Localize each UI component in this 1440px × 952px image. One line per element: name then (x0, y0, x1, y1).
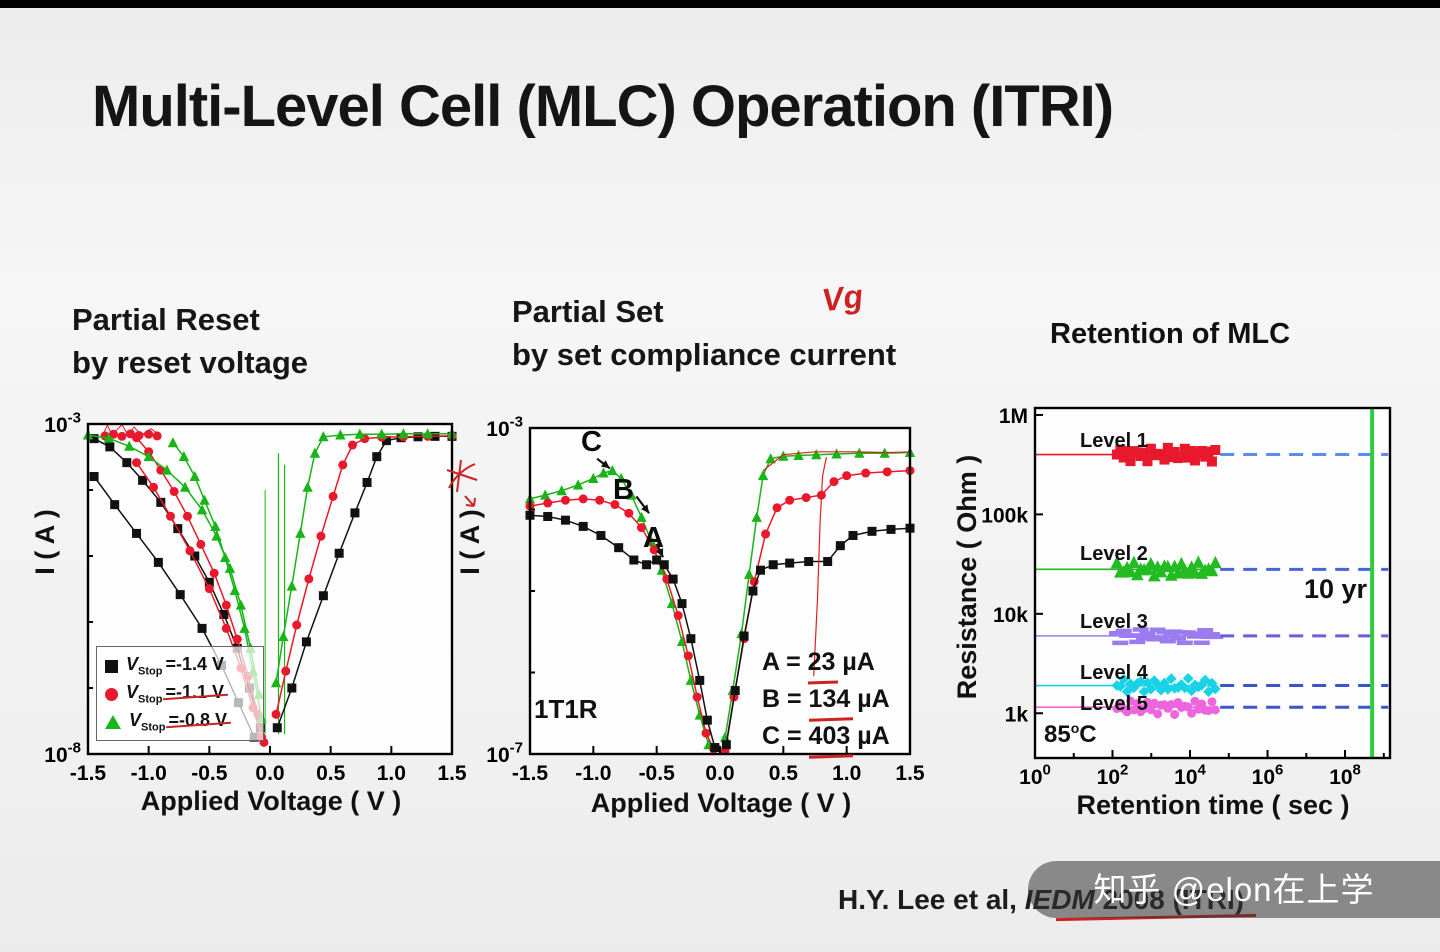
reset-voltage-legend: VStop =-1.4 V VStop =-1.1 V VStop =-0.8 V (96, 646, 264, 741)
svg-text:-0.5: -0.5 (639, 762, 676, 785)
partial-reset-subtitle: Partial Reset by reset voltage (72, 298, 308, 384)
svg-text:108: 108 (1329, 762, 1361, 790)
legend-text: VStop =-1.1 V (126, 682, 225, 706)
curve-label-b: B (613, 474, 634, 506)
top-black-bar (0, 0, 1440, 8)
red-circle-marker-icon (105, 687, 118, 701)
level-5-label: Level 5 (1080, 693, 1148, 715)
partial-reset-subtitle-line2: by reset voltage (72, 345, 309, 380)
partial-reset-chart: -1.5 -1.0 -0.5 0.0 0.5 1.0 1.5 10-3 10-8 (44, 410, 467, 786)
legend-text: VStop =-0.8 V (129, 710, 228, 734)
partial-reset-yaxis-label: I ( A ) (30, 509, 60, 575)
legend-row-vstop-1-1: VStop =-1.1 V (105, 680, 257, 708)
svg-text:1k: 1k (1005, 703, 1029, 726)
partial-reset-subtitle-line1: Partial Reset (72, 302, 260, 337)
compliance-row-a: A = 23 µA (762, 644, 890, 681)
svg-text:10-7: 10-7 (486, 740, 523, 768)
svg-text:1.5: 1.5 (895, 762, 925, 785)
watermark: 知乎 @elon在上学 (1028, 861, 1440, 918)
curve-label-c: C (581, 426, 602, 458)
partial-set-subtitle-line1: Partial Set (512, 294, 664, 329)
slide-title: Multi-Level Cell (MLC) Operation (ITRI) (92, 73, 1114, 139)
level-1-label: Level 1 (1080, 430, 1148, 452)
svg-text:10-3: 10-3 (44, 410, 81, 438)
green-triangle-marker-icon (105, 715, 121, 729)
compliance-row-c: C = 403 µA (762, 718, 890, 755)
svg-text:-1.0: -1.0 (131, 762, 167, 785)
svg-text:1.5: 1.5 (437, 762, 467, 785)
svg-text:10k: 10k (993, 604, 1028, 627)
svg-text:1M: 1M (999, 405, 1028, 428)
svg-text:0.5: 0.5 (769, 762, 799, 785)
svg-text:-0.5: -0.5 (191, 762, 228, 785)
ten-year-label: 10 yr (1304, 574, 1368, 604)
retention-xaxis-label: Retention time ( sec ) (1076, 790, 1350, 820)
svg-text:100: 100 (1019, 762, 1051, 790)
black-square-marker-icon (105, 659, 118, 673)
svg-text:-1.0: -1.0 (575, 762, 611, 785)
compliance-annotation: A = 23 µA B = 134 µA C = 403 µA (762, 644, 890, 755)
svg-text:0.0: 0.0 (705, 762, 734, 785)
temperature-label: 85oC (1044, 720, 1097, 748)
svg-text:10-8: 10-8 (44, 740, 81, 768)
retention-title: Retention of MLC (1050, 318, 1291, 350)
svg-text:102: 102 (1097, 762, 1129, 790)
red-scribble-annotation (446, 459, 478, 507)
cell-type-label: 1T1R (534, 694, 598, 724)
svg-text:0.5: 0.5 (316, 762, 346, 785)
partial-set-subtitle-line2: by set compliance current (512, 337, 897, 372)
svg-text:1.0: 1.0 (832, 762, 861, 785)
svg-text:-1.5: -1.5 (70, 762, 107, 785)
legend-text: VStop =-1.4 V (126, 654, 225, 678)
legend-row-vstop-1-4: VStop =-1.4 V (105, 652, 257, 680)
partial-reset-xaxis-label: Applied Voltage ( V ) (140, 786, 402, 816)
retention-chart: 100 102 104 106 108 1M 100k 10k 1k (981, 405, 1392, 790)
svg-text:104: 104 (1174, 762, 1206, 790)
retention-yaxis-label: Resistance ( Ohm ) (952, 454, 982, 700)
svg-text:100k: 100k (981, 504, 1028, 527)
partial-set-xaxis-label: Applied Voltage ( V ) (590, 788, 852, 818)
level-2-label: Level 2 (1080, 543, 1148, 565)
legend-row-vstop-0-8: VStop =-0.8 V (105, 708, 257, 736)
svg-text:106: 106 (1252, 762, 1284, 790)
svg-text:0.0: 0.0 (255, 762, 284, 785)
svg-text:-1.5: -1.5 (512, 762, 549, 785)
vg-handwritten-annotation: Vg (819, 277, 865, 319)
svg-text:1.0: 1.0 (377, 762, 406, 785)
curve-label-a: A (643, 522, 664, 554)
svg-text:10-3: 10-3 (486, 414, 523, 442)
partial-set-subtitle: Partial Set by set compliance current (512, 290, 896, 376)
compliance-row-b: B = 134 µA (762, 681, 890, 718)
level-3-label: Level 3 (1080, 611, 1148, 633)
level-4-label: Level 4 (1080, 662, 1148, 684)
